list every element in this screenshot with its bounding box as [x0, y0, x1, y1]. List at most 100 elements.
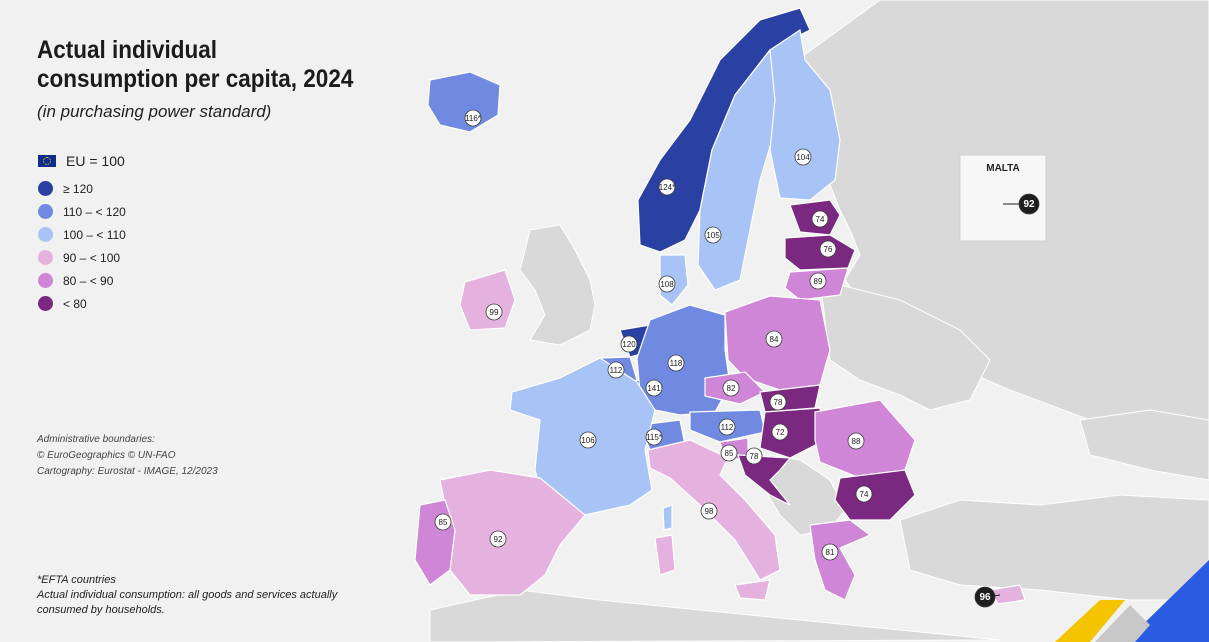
value-bubble: [700, 502, 718, 520]
value-bubble: [769, 393, 787, 411]
value-label-finland: 104: [796, 153, 810, 162]
country-iceland: [427, 71, 501, 133]
value-bubble: [658, 178, 676, 196]
value-label-switzerland: 115*: [646, 433, 662, 442]
inset-title: MALTA: [986, 163, 1020, 174]
country-croatia: [737, 454, 792, 506]
value-label-austria: 112: [721, 423, 734, 432]
value-label-bulgaria: 74: [860, 490, 869, 499]
legend-swatch: [38, 273, 53, 288]
credits-line: © EuroGeographics © UN-FAO: [37, 450, 176, 461]
value-label-slovakia: 78: [774, 398, 783, 407]
value-bubble: [765, 330, 783, 348]
value-bubble: [620, 335, 638, 353]
value-bubble: [771, 423, 789, 441]
value-label-belgium: 112: [610, 366, 623, 375]
country-romania: [814, 399, 916, 479]
value-label-slovenia: 85: [725, 449, 734, 458]
value-label-portugal: 85: [439, 518, 448, 527]
legend-item: 110 – < 120: [38, 200, 126, 223]
value-bubble: [645, 379, 663, 397]
footnotes: *EFTA countries Actual individual consum…: [37, 573, 357, 618]
legend-item: ≥ 120: [38, 177, 126, 200]
value-label-denmark: 108: [660, 280, 674, 289]
value-bubble: [855, 485, 873, 503]
footnote-efta: *EFTA countries: [37, 574, 116, 586]
value-label-poland: 84: [770, 335, 779, 344]
value-bubble: [811, 210, 829, 228]
value-label-norway: 124*: [659, 183, 675, 192]
value-label-estonia: 74: [816, 215, 825, 224]
value-label-greece: 81: [826, 548, 835, 557]
legend-label: 90 – < 100: [63, 250, 121, 265]
value-bubble: [704, 226, 722, 244]
value-bubble: [720, 444, 738, 462]
land-africa: [429, 589, 1001, 642]
value-label-croatia: 78: [750, 452, 759, 461]
legend-label: 110 – < 120: [63, 204, 126, 219]
value-bubble: [718, 418, 736, 436]
country-bulgaria: [834, 469, 916, 521]
value-label-iceland: 116*: [465, 114, 481, 123]
legend-label: 100 – < 110: [63, 227, 126, 242]
value-label-sweden: 105: [706, 231, 720, 240]
value-label-italy: 98: [705, 507, 714, 516]
legend-swatch: [38, 204, 53, 219]
value-bubble: [579, 431, 597, 449]
value-label-czechia: 82: [727, 384, 736, 393]
value-label-malta: 92: [1023, 199, 1035, 210]
value-labels: 116* 124* 105 104 74 76 89 108 99 120 112 141 118 84 8…: [434, 109, 1040, 608]
country-latvia: [784, 234, 856, 271]
value-bubble: [489, 530, 507, 548]
legend-item: 100 – < 110: [38, 223, 126, 246]
legend-label: < 80: [63, 296, 87, 311]
value-label-lithuania: 89: [814, 277, 823, 286]
value-label-latvia: 76: [824, 245, 833, 254]
value-bubble: [464, 109, 482, 127]
legend-item: < 80: [38, 292, 126, 315]
eu-flag-icon: [38, 155, 56, 167]
value-label-hungary: 72: [776, 428, 785, 437]
land-caucasus: [1079, 409, 1209, 481]
country-finland: [769, 28, 841, 201]
value-bubble: [794, 148, 812, 166]
credits-line: Cartography: Eurostat - IMAGE, 12/2023: [37, 466, 218, 477]
legend-label: ≥ 120: [63, 181, 93, 196]
credits-line: Administrative boundaries:: [37, 434, 155, 445]
country-ireland: [459, 269, 516, 331]
value-label-ireland: 99: [490, 308, 499, 317]
value-bubble: [1018, 193, 1040, 215]
legend-swatch: [38, 296, 53, 311]
value-bubble: [722, 379, 740, 397]
legend-swatch: [38, 227, 53, 242]
country-cyprus: [989, 584, 1026, 605]
value-bubble: [821, 543, 839, 561]
value-bubble: [745, 447, 763, 465]
country-sardinia: [654, 534, 676, 576]
value-label-france: 106: [581, 436, 595, 445]
legend-label: 80 – < 90: [63, 273, 114, 288]
legend-eu-label: EU = 100: [66, 153, 125, 169]
land-uk: [519, 224, 596, 346]
country-portugal: [414, 499, 456, 586]
value-bubble: [847, 432, 865, 450]
value-bubble: [607, 361, 625, 379]
value-bubble: [819, 240, 837, 258]
value-bubble: [434, 513, 452, 531]
legend-swatch: [38, 250, 53, 265]
land-turkey: [899, 494, 1209, 601]
value-bubble: [485, 303, 503, 321]
value-label-luxembourg: 141: [647, 384, 661, 393]
page-title: Actual individual consumption per capita…: [37, 36, 354, 93]
value-label-romania: 88: [852, 437, 861, 446]
country-hungary: [759, 407, 826, 459]
legend: EU = 100 ≥ 120 110 – < 120 100 – < 110 9…: [38, 151, 126, 315]
value-bubble: [974, 586, 996, 608]
value-bubble: [809, 272, 827, 290]
value-bubble: [658, 275, 676, 293]
value-label-germany: 118: [670, 359, 683, 368]
map-credits: Administrative boundaries: © EuroGeograp…: [37, 432, 218, 480]
page-subtitle: (in purchasing power standard): [37, 102, 272, 121]
